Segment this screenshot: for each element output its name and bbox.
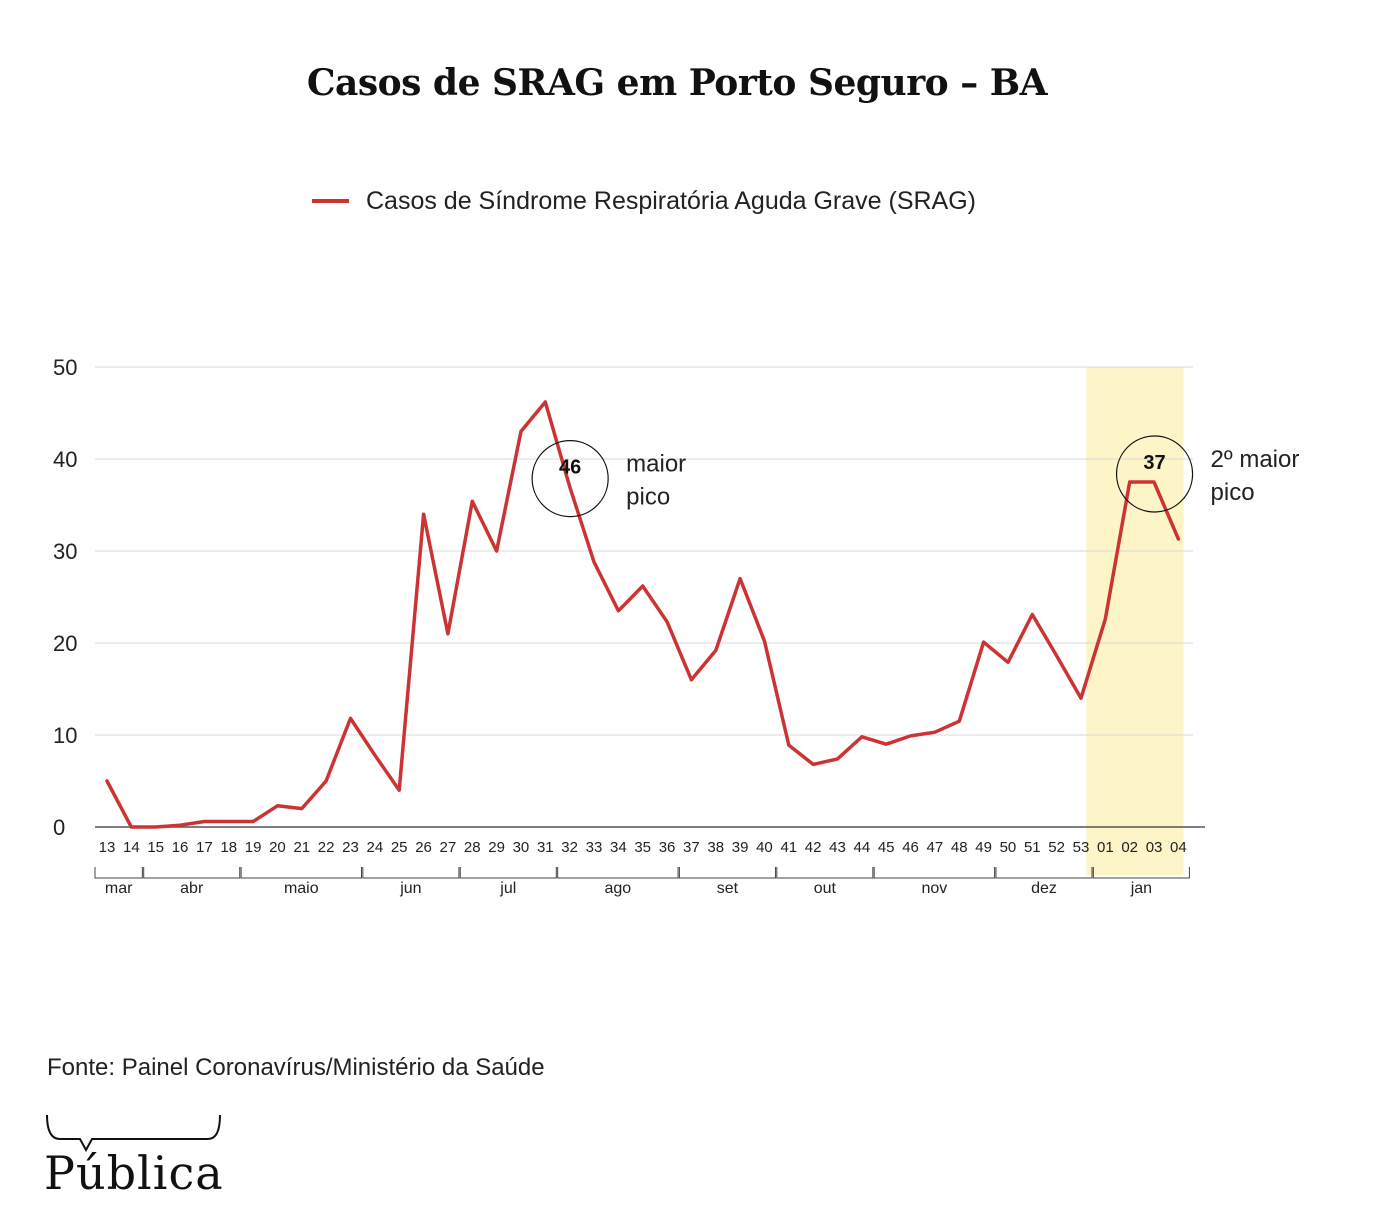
peak-annotation-text: 2º maior bbox=[1211, 446, 1300, 473]
x-tick-label: 34 bbox=[610, 839, 627, 856]
x-tick-label: 14 bbox=[123, 839, 140, 856]
chart-title: Casos de SRAG em Porto Seguro – BA bbox=[306, 62, 1048, 104]
y-tick-label: 20 bbox=[53, 631, 77, 656]
x-tick-label: 13 bbox=[99, 839, 116, 856]
x-tick-label: 47 bbox=[927, 839, 944, 856]
month-bracket bbox=[873, 867, 996, 879]
month-label: abr bbox=[180, 880, 204, 897]
x-tick-label: 28 bbox=[464, 839, 481, 856]
month-label: jun bbox=[399, 880, 421, 897]
month-bracket bbox=[557, 867, 679, 879]
x-tick-label: 44 bbox=[854, 839, 871, 856]
month-label: dez bbox=[1031, 880, 1057, 897]
x-tick-label: 51 bbox=[1024, 839, 1041, 856]
x-tick-label: 02 bbox=[1121, 839, 1138, 856]
x-tick-label: 17 bbox=[196, 839, 213, 856]
x-tick-label: 21 bbox=[293, 839, 310, 856]
x-tick-label: 45 bbox=[878, 839, 895, 856]
legend-label: Casos de Síndrome Respiratória Aguda Gra… bbox=[366, 186, 976, 215]
month-bracket bbox=[240, 867, 362, 879]
month-bracket bbox=[776, 867, 874, 879]
x-tick-label: 16 bbox=[172, 839, 189, 856]
x-tick-label: 48 bbox=[951, 839, 968, 856]
y-tick-label: 50 bbox=[53, 355, 77, 380]
x-tick-label: 38 bbox=[707, 839, 724, 856]
peak-annotation-text: maior bbox=[626, 451, 686, 478]
x-tick-label: 30 bbox=[513, 839, 530, 856]
month-bracket bbox=[362, 867, 460, 879]
x-tick-label: 39 bbox=[732, 839, 749, 856]
peak-circle bbox=[1115, 435, 1194, 513]
x-tick-label: 18 bbox=[220, 839, 237, 856]
month-label: ago bbox=[604, 880, 631, 897]
x-tick-label: 42 bbox=[805, 839, 822, 856]
logo-wordmark: Pública bbox=[44, 1146, 224, 1200]
x-tick-label: 52 bbox=[1048, 839, 1065, 856]
x-tick-label: 23 bbox=[342, 839, 359, 856]
x-tick-label: 20 bbox=[269, 839, 286, 856]
x-tick-label: 35 bbox=[634, 839, 651, 856]
x-tick-label: 37 bbox=[683, 839, 700, 856]
x-tick-label: 25 bbox=[391, 839, 408, 856]
x-tick-label: 01 bbox=[1097, 839, 1114, 856]
x-tick-label: 32 bbox=[561, 839, 578, 856]
x-tick-label: 22 bbox=[318, 839, 335, 856]
highlight-band bbox=[1086, 367, 1184, 875]
peak-circle bbox=[531, 440, 609, 518]
x-tick-label: 15 bbox=[147, 839, 164, 856]
month-bracket bbox=[459, 867, 557, 879]
x-tick-label: 26 bbox=[415, 839, 432, 856]
y-tick-label: 10 bbox=[53, 723, 77, 748]
series-line bbox=[105, 400, 1181, 829]
x-tick-label: 43 bbox=[829, 839, 846, 856]
x-tick-label: 49 bbox=[975, 839, 992, 856]
y-tick-label: 30 bbox=[53, 539, 77, 564]
y-tick-label: 0 bbox=[53, 815, 65, 840]
month-bracket bbox=[1092, 867, 1190, 879]
x-tick-label: 03 bbox=[1146, 839, 1163, 856]
x-tick-label: 27 bbox=[440, 839, 457, 856]
x-tick-label: 19 bbox=[245, 839, 262, 856]
month-label: maio bbox=[284, 880, 319, 897]
month-bracket bbox=[995, 867, 1093, 879]
month-label: out bbox=[814, 880, 837, 897]
month-bracket bbox=[143, 867, 241, 879]
x-tick-label: 53 bbox=[1073, 839, 1090, 856]
source-note: Fonte: Painel Coronavírus/Ministério da … bbox=[47, 1054, 545, 1081]
chart-legend: Casos de Síndrome Respiratória Aguda Gra… bbox=[312, 183, 976, 219]
x-tick-label: 31 bbox=[537, 839, 554, 856]
month-label: jan bbox=[1130, 880, 1152, 897]
publica-logo: Pública bbox=[44, 1112, 224, 1202]
y-tick-label: 40 bbox=[53, 447, 77, 472]
month-label: jul bbox=[499, 880, 516, 897]
peak-annotation-text: pico bbox=[1211, 479, 1255, 506]
peak-annotation-text: pico bbox=[626, 484, 670, 511]
legend-swatch bbox=[312, 199, 349, 203]
x-tick-label: 36 bbox=[659, 839, 676, 856]
month-label: set bbox=[717, 880, 739, 897]
month-label: mar bbox=[105, 880, 133, 897]
peak-value-label: 37 bbox=[1143, 452, 1165, 474]
x-tick-label: 46 bbox=[902, 839, 919, 856]
month-bracket bbox=[94, 867, 143, 879]
x-tick-label: 29 bbox=[488, 839, 505, 856]
x-tick-label: 41 bbox=[780, 839, 797, 856]
peak-value-label: 46 bbox=[559, 457, 581, 479]
month-bracket bbox=[678, 867, 776, 879]
x-tick-label: 40 bbox=[756, 839, 773, 856]
x-tick-label: 50 bbox=[1000, 839, 1017, 856]
x-tick-label: 33 bbox=[586, 839, 603, 856]
x-tick-label: 04 bbox=[1170, 839, 1187, 856]
month-label: nov bbox=[922, 880, 948, 897]
x-tick-label: 24 bbox=[367, 839, 384, 856]
speech-bracket-icon bbox=[46, 1114, 221, 1153]
